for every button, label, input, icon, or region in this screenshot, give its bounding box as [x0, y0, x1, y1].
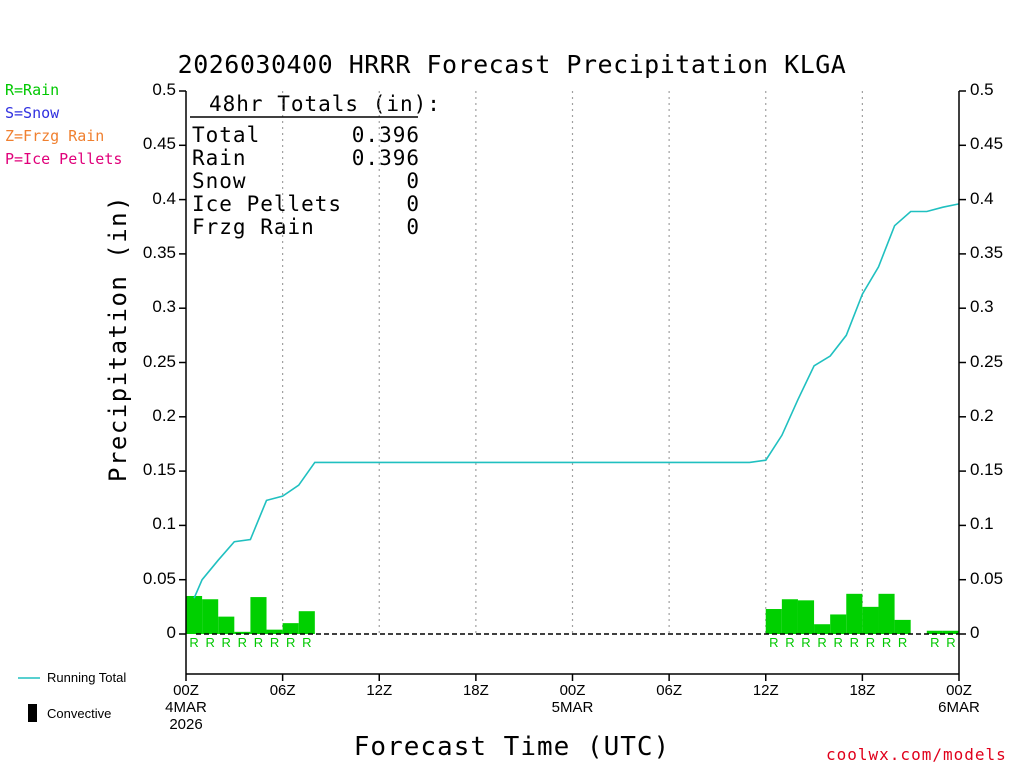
x-tick-date: 5MAR: [551, 699, 594, 716]
y-tick-label-right: 0.25: [970, 351, 1004, 371]
precip-type-label: R: [817, 635, 827, 650]
precip-type-label: R: [897, 635, 908, 650]
y-tick-label: 0.45: [142, 134, 176, 154]
precip-bar: [282, 623, 299, 634]
y-tick-label: 0.15: [142, 460, 176, 480]
x-tick-date: 4MAR: [165, 699, 207, 716]
precip-bar: [878, 593, 895, 634]
y-tick-label: 0.4: [152, 188, 176, 208]
precip-type-label: R: [930, 635, 940, 650]
series-legend-convective: Convective: [47, 706, 112, 721]
y-tick-label-right: 0.2: [970, 405, 994, 425]
x-tick-label: 06Z: [656, 682, 683, 699]
x-tick-label: 06Z: [269, 682, 296, 699]
precip-type-label: R: [801, 635, 811, 650]
y-tick-label: 0.5: [152, 80, 176, 99]
precip-bar: [830, 614, 847, 634]
y-tick-label-right: 0.3: [970, 297, 994, 317]
totals-heading: 48hr Totals (in):: [209, 92, 441, 116]
ptype-legend-item: Z=Frzg Rain: [5, 127, 105, 145]
ptype-legend-item: R=Rain: [5, 81, 60, 99]
x-tick-label: 12Z: [366, 682, 393, 699]
y-tick-label: 0.25: [142, 351, 176, 371]
precip-type-label: R: [946, 635, 956, 650]
precip-bar: [942, 630, 959, 634]
precip-type-label: R: [189, 635, 199, 650]
x-tick-label: 12Z: [752, 682, 779, 699]
precip-type-label: R: [785, 635, 795, 650]
precip-bar: [234, 631, 251, 634]
x-tick-label: 00Z: [946, 682, 972, 699]
precip-bar: [298, 611, 315, 634]
precip-type-label: R: [865, 635, 876, 650]
precip-type-label: R: [205, 635, 215, 650]
y-tick-label: 0.1: [152, 514, 176, 534]
precip-type-label: R: [269, 635, 280, 650]
x-axis-label: Forecast Time (UTC): [353, 732, 671, 762]
precip-bar: [797, 600, 815, 634]
precip-bar: [781, 599, 798, 634]
precip-bar: [250, 597, 267, 634]
totals-row-label: Rain: [192, 146, 247, 170]
x-tick-label: 18Z: [849, 682, 876, 699]
y-tick-label: 0.05: [142, 568, 176, 588]
precip-bar: [202, 599, 219, 634]
y-tick-label-right: 0.35: [970, 242, 1004, 262]
precip-type-label: R: [221, 635, 231, 650]
totals-row-value: 0.396: [351, 123, 420, 147]
precip-type-label: R: [849, 635, 859, 650]
y-tick-label-right: 0.05: [970, 568, 1004, 588]
convective-legend-swatch: [28, 704, 37, 722]
y-tick-label-right: 0.15: [970, 460, 1004, 480]
totals-row-label: Snow: [192, 169, 247, 193]
precip-type-label: R: [253, 635, 264, 650]
x-tick-label: 18Z: [462, 682, 489, 699]
totals-row-label: Total: [192, 123, 261, 147]
x-tick-date: 6MAR: [938, 699, 980, 716]
chart-title: 2026030400 HRRR Forecast Precipitation K…: [177, 50, 847, 79]
series-legend-running-total: Running Total: [47, 670, 127, 685]
precip-bar: [186, 595, 203, 634]
y-tick-label: 0.2: [152, 405, 176, 425]
y-tick-label: 0: [166, 623, 176, 642]
y-tick-label-right: 0: [970, 623, 980, 642]
precip-bar: [862, 606, 879, 634]
precip-type-label: R: [285, 635, 296, 650]
running-total-line: [193, 203, 960, 599]
totals-row-value: 0: [406, 192, 420, 216]
precip-type-label: R: [302, 635, 312, 650]
precip-type-label: R: [881, 635, 892, 650]
totals-row-label: Ice Pellets: [192, 192, 343, 216]
precip-bar: [266, 629, 283, 634]
precip-bar: [765, 609, 782, 634]
y-tick-label-right: 0.45: [970, 134, 1004, 154]
totals-row-value: 0: [406, 169, 420, 193]
precip-bar: [218, 616, 235, 634]
precip-bar: [894, 619, 911, 634]
y-tick-label: 0.3: [152, 297, 176, 317]
precip-type-label: R: [833, 635, 843, 650]
precip-bar: [814, 624, 831, 634]
y-tick-label: 0.35: [142, 242, 176, 262]
totals-row-value: 0: [406, 215, 420, 239]
ptype-legend-item: S=Snow: [5, 104, 60, 122]
y-tick-label-right: 0.5: [970, 80, 994, 99]
totals-row-label: Frzg Rain: [192, 215, 315, 239]
x-tick-year: 2026: [169, 716, 203, 733]
x-tick-label: 00Z: [559, 682, 586, 699]
x-tick-label: 00Z: [173, 682, 199, 699]
y-tick-label-right: 0.1: [970, 514, 994, 534]
precip-type-label: R: [237, 635, 248, 650]
credit-link[interactable]: coolwx.com/models: [826, 745, 1007, 764]
precip-type-label: R: [769, 635, 779, 650]
totals-row-value: 0.396: [351, 146, 420, 170]
ptype-legend-item: P=Ice Pellets: [5, 150, 123, 168]
precip-bar: [926, 630, 943, 634]
precip-bar: [846, 593, 863, 634]
y-tick-label-right: 0.4: [970, 188, 994, 208]
